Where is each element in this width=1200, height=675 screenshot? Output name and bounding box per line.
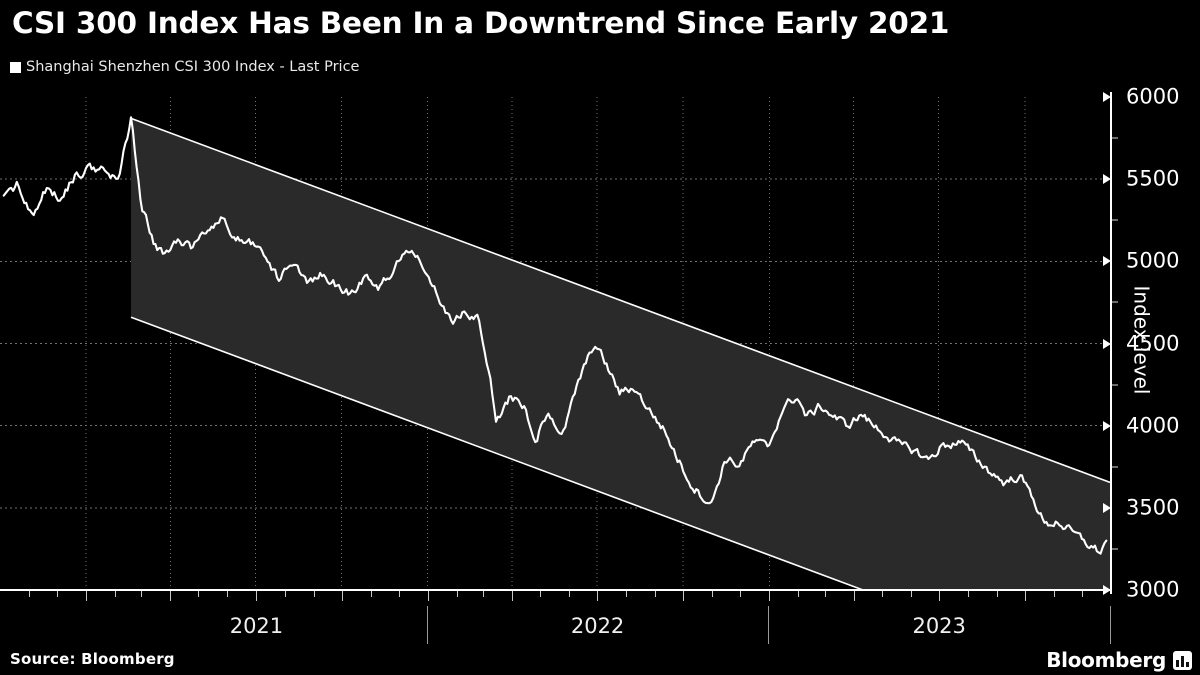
x-tick	[170, 591, 172, 601]
x-tick	[540, 591, 542, 597]
y-minor-tick	[1112, 219, 1118, 221]
x-tick	[655, 591, 657, 597]
x-tick	[910, 591, 912, 597]
x-tick	[57, 591, 59, 597]
x-tick	[427, 591, 429, 601]
x-tick	[1081, 591, 1083, 597]
x-tick	[398, 591, 400, 597]
x-tick	[370, 591, 372, 597]
y-tick-label: 4500	[1126, 331, 1180, 355]
x-tick	[824, 591, 826, 597]
x-tick	[740, 591, 742, 597]
x-tick	[569, 591, 571, 597]
x-tick	[141, 591, 143, 597]
y-tick-arrow	[1103, 92, 1111, 102]
y-axis-title: Index level	[1129, 285, 1154, 395]
x-tick	[255, 591, 257, 601]
page-title: CSI 300 Index Has Been In a Downtrend Si…	[12, 6, 950, 40]
y-tick-arrow	[1103, 420, 1111, 431]
plot-area	[0, 97, 1110, 590]
y-axis-line	[1110, 92, 1112, 594]
x-tick	[967, 591, 969, 597]
x-axis-separator	[426, 606, 428, 644]
x-axis-line	[0, 589, 1112, 591]
y-tick-label: 3500	[1126, 495, 1180, 520]
x-tick	[198, 591, 200, 597]
x-tick	[853, 591, 855, 601]
y-tick-arrow	[1103, 256, 1111, 267]
x-tick	[1024, 591, 1026, 601]
bloomberg-terminal-icon	[1173, 650, 1192, 670]
legend-swatch-icon	[10, 61, 21, 73]
y-tick-arrow	[1103, 338, 1111, 349]
y-minor-tick	[1112, 466, 1118, 468]
x-tick	[597, 591, 599, 601]
x-tick	[341, 591, 343, 601]
y-tick-arrow	[1103, 585, 1111, 595]
x-tick	[712, 591, 714, 597]
x-tick	[284, 591, 286, 597]
y-minor-tick	[1112, 384, 1118, 386]
y-tick-label: 6000	[1126, 84, 1180, 109]
x-axis-separator	[768, 606, 770, 644]
x-tick	[227, 591, 229, 597]
source-note: Source: Bloomberg	[10, 650, 175, 668]
x-tick	[313, 591, 315, 597]
legend-label: Shanghai Shenzhen CSI 300 Index - Last P…	[26, 59, 360, 75]
x-tick	[456, 591, 458, 597]
x-tick	[769, 591, 771, 601]
x-tick	[482, 591, 484, 597]
chart-legend: Shanghai Shenzhen CSI 300 Index - Last P…	[10, 59, 359, 75]
x-axis-year-label: 2021	[229, 614, 284, 638]
x-tick	[798, 591, 800, 597]
x-tick	[115, 591, 117, 597]
x-tick	[938, 591, 940, 601]
x-tick	[881, 591, 883, 597]
x-axis-year-label: 2022	[570, 614, 625, 638]
y-tick-label: 3000	[1126, 577, 1180, 602]
x-axis-separator	[1110, 606, 1111, 644]
bloomberg-brand: Bloomberg	[1046, 648, 1192, 672]
y-axis-title-wrap: Index level	[1130, 250, 1198, 430]
y-tick-arrow	[1103, 502, 1111, 513]
y-minor-tick	[1112, 301, 1118, 303]
y-tick-arrow	[1103, 174, 1111, 185]
x-tick	[511, 591, 513, 601]
y-minor-tick	[1112, 548, 1118, 550]
y-tick-label: 5000	[1126, 248, 1180, 273]
brand-wordmark: Bloomberg	[1046, 648, 1166, 672]
x-tick	[86, 591, 88, 601]
x-tick	[626, 591, 628, 597]
x-tick	[1053, 591, 1055, 597]
y-minor-tick	[1112, 137, 1118, 139]
x-tick	[29, 591, 30, 597]
x-axis-year-label: 2023	[912, 614, 966, 638]
x-tick	[683, 591, 685, 601]
x-tick	[996, 591, 998, 597]
y-tick-label: 5500	[1126, 166, 1180, 191]
y-tick-label: 4000	[1126, 413, 1180, 438]
chart-canvas	[0, 97, 1110, 590]
